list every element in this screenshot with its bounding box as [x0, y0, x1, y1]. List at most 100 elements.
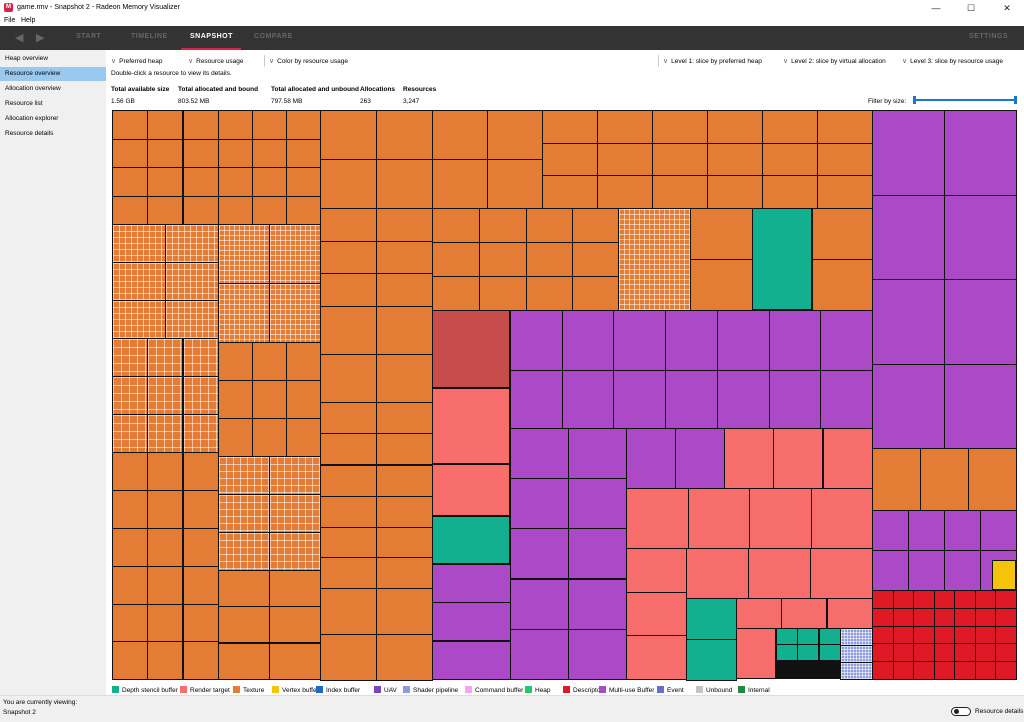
treemap-resource[interactable]	[147, 641, 183, 680]
minimize-button[interactable]: —	[931, 3, 941, 13]
treemap-resource[interactable]	[893, 661, 915, 680]
treemap-resource[interactable]	[872, 364, 945, 450]
treemap-resource[interactable]	[376, 402, 433, 434]
treemap-resource[interactable]	[568, 428, 627, 479]
treemap-resource[interactable]	[717, 370, 770, 429]
treemap-resource[interactable]	[432, 310, 510, 388]
treemap-resource[interactable]	[872, 448, 921, 511]
treemap-resource[interactable]	[269, 224, 321, 284]
treemap-resource[interactable]	[286, 139, 321, 169]
treemap-resource[interactable]	[675, 428, 725, 489]
treemap-resource[interactable]	[954, 661, 976, 680]
treemap-resource[interactable]	[812, 259, 873, 311]
treemap-resource[interactable]	[147, 490, 183, 529]
treemap-resource[interactable]	[218, 110, 253, 140]
back-arrow-icon[interactable]: ◀	[15, 32, 24, 44]
treemap-resource[interactable]	[652, 110, 708, 144]
treemap-resource[interactable]	[626, 428, 676, 489]
treemap-resource[interactable]	[376, 465, 433, 497]
treemap-resource[interactable]	[147, 414, 183, 453]
level2-dropdown[interactable]: ∨ Level 2: slice by virtual allocation	[783, 57, 886, 65]
treemap-resource[interactable]	[908, 550, 945, 591]
level3-dropdown[interactable]: ∨ Level 3: slice by resource usage	[902, 57, 1003, 65]
treemap-resource[interactable]	[510, 310, 563, 371]
treemap-resource[interactable]	[995, 643, 1017, 662]
treemap-resource[interactable]	[218, 532, 270, 571]
treemap-resource[interactable]	[432, 110, 488, 160]
treemap-resource[interactable]	[944, 195, 1017, 281]
treemap-resource[interactable]	[269, 643, 321, 680]
treemap-resource[interactable]	[872, 661, 894, 680]
treemap-resource[interactable]	[769, 370, 822, 429]
treemap-resource[interactable]	[183, 139, 219, 169]
treemap-resource[interactable]	[893, 590, 915, 609]
treemap-resource[interactable]	[811, 488, 874, 549]
treemap-resource[interactable]	[542, 110, 598, 144]
treemap-resource[interactable]	[781, 598, 827, 629]
treemap-resource[interactable]	[320, 433, 377, 465]
treemap-resource[interactable]	[840, 645, 873, 663]
treemap-resource[interactable]	[762, 110, 818, 144]
treemap-resource[interactable]	[934, 590, 956, 609]
treemap-resource[interactable]	[112, 262, 166, 301]
treemap-resource[interactable]	[147, 139, 183, 169]
resource-details-toggle[interactable]	[951, 707, 971, 716]
preferred-heap-dropdown[interactable]: ∨ Preferred heap	[111, 57, 163, 65]
treemap-resource[interactable]	[954, 608, 976, 627]
treemap-resource[interactable]	[975, 608, 997, 627]
treemap-resource[interactable]	[944, 510, 981, 551]
treemap-resource[interactable]	[652, 175, 708, 209]
treemap-resource[interactable]	[147, 110, 183, 140]
treemap-resource[interactable]	[707, 175, 763, 209]
treemap-resource[interactable]	[690, 208, 753, 260]
treemap-resource[interactable]	[920, 448, 969, 511]
treemap-resource[interactable]	[376, 496, 433, 528]
treemap-resource[interactable]	[975, 661, 997, 680]
treemap-resource[interactable]	[626, 548, 687, 593]
treemap-resource[interactable]	[992, 560, 1016, 590]
treemap-resource[interactable]	[112, 338, 148, 377]
treemap-resource[interactable]	[320, 465, 377, 497]
treemap-resource[interactable]	[112, 528, 148, 567]
treemap-resource[interactable]	[286, 380, 321, 419]
tab-snapshot[interactable]: SNAPSHOT	[190, 33, 233, 40]
treemap-resource[interactable]	[562, 310, 615, 371]
treemap-resource[interactable]	[510, 528, 569, 579]
treemap-resource[interactable]	[913, 661, 935, 680]
treemap-resource[interactable]	[112, 167, 148, 197]
treemap-resource[interactable]	[773, 428, 823, 489]
maximize-button[interactable]: ☐	[966, 3, 976, 13]
treemap-resource[interactable]	[572, 276, 619, 311]
treemap-resource[interactable]	[252, 418, 287, 457]
treemap-resource[interactable]	[165, 262, 219, 301]
treemap-resource[interactable]	[183, 490, 219, 529]
treemap-resource[interactable]	[823, 428, 873, 489]
treemap-resource[interactable]	[954, 643, 976, 662]
treemap-resource[interactable]	[432, 242, 480, 277]
treemap-resource[interactable]	[872, 110, 945, 196]
treemap-resource[interactable]	[526, 208, 573, 243]
treemap-resource[interactable]	[819, 628, 841, 645]
treemap-resource[interactable]	[510, 478, 569, 529]
treemap-resource[interactable]	[717, 310, 770, 371]
treemap-resource[interactable]	[944, 364, 1017, 450]
treemap-resource[interactable]	[626, 488, 689, 549]
treemap-resource[interactable]	[872, 195, 945, 281]
treemap-resource[interactable]	[183, 641, 219, 680]
treemap-resource[interactable]	[510, 428, 569, 479]
treemap-resource[interactable]	[112, 376, 148, 415]
treemap-resource[interactable]	[320, 354, 377, 403]
treemap-resource[interactable]	[252, 139, 287, 169]
treemap-resource[interactable]	[376, 306, 433, 355]
tab-compare[interactable]: COMPARE	[254, 33, 293, 40]
treemap-resource[interactable]	[568, 478, 627, 529]
treemap-resource[interactable]	[797, 628, 819, 645]
treemap-resource[interactable]	[776, 644, 798, 661]
treemap-resource[interactable]	[147, 338, 183, 377]
treemap-resource[interactable]	[218, 494, 270, 533]
treemap-resource[interactable]	[487, 110, 543, 160]
treemap-resource[interactable]	[218, 224, 270, 284]
treemap-resource[interactable]	[934, 643, 956, 662]
treemap-resource[interactable]	[269, 606, 321, 643]
treemap-resource[interactable]	[376, 557, 433, 589]
